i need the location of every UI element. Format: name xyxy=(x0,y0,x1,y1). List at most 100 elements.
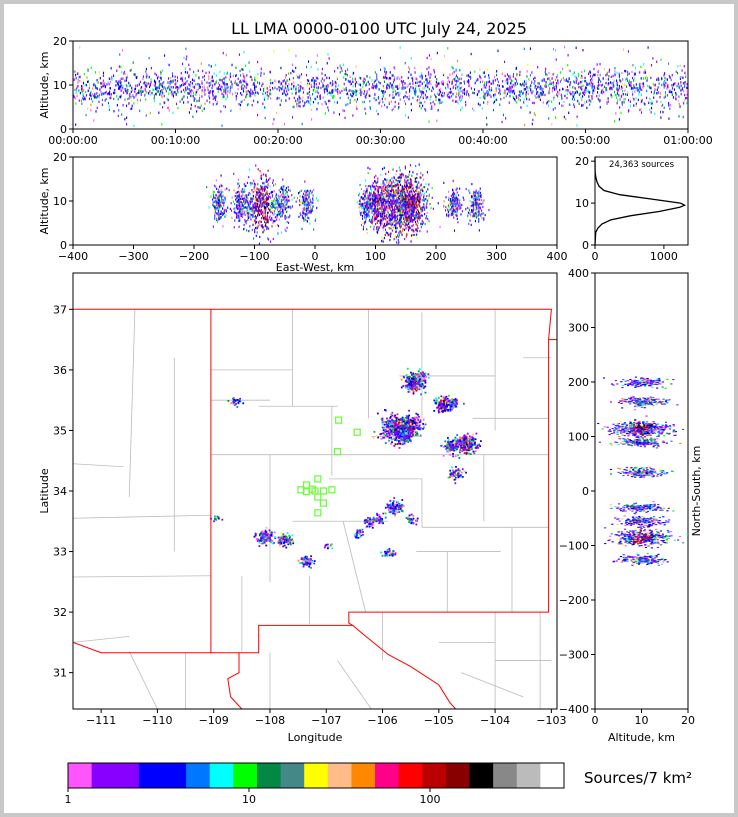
source-point xyxy=(396,199,398,202)
source-point xyxy=(379,200,381,204)
source-point xyxy=(244,185,246,188)
source-point xyxy=(262,204,264,208)
source-point xyxy=(300,214,302,217)
source-point xyxy=(459,87,461,90)
source-point xyxy=(423,178,425,181)
source-point xyxy=(474,70,476,73)
source-point xyxy=(104,85,106,89)
source-point xyxy=(362,217,364,220)
source-point xyxy=(415,81,417,85)
source-point xyxy=(420,96,422,99)
source-point xyxy=(495,89,497,93)
source-point xyxy=(578,85,580,89)
source-point xyxy=(259,200,261,203)
source-point xyxy=(359,91,361,95)
source-point xyxy=(384,97,386,101)
source-point xyxy=(324,73,326,77)
source-point xyxy=(392,223,394,226)
source-point xyxy=(550,82,552,85)
source-point xyxy=(375,181,377,184)
source-point xyxy=(623,69,626,73)
source-point xyxy=(460,90,462,93)
source-point xyxy=(376,73,378,76)
source-point xyxy=(277,203,279,206)
source-point xyxy=(237,186,239,189)
source-point xyxy=(295,92,297,95)
source-point xyxy=(649,86,651,90)
source-point xyxy=(122,104,124,107)
source-point xyxy=(77,84,79,88)
source-point xyxy=(169,82,171,85)
time-altitude-ytick-label: 10 xyxy=(53,79,67,92)
source-point xyxy=(388,227,390,230)
source-point xyxy=(380,224,382,227)
source-point xyxy=(250,88,252,92)
source-point xyxy=(639,87,641,90)
source-point xyxy=(220,110,222,113)
source-point xyxy=(335,85,337,88)
source-point xyxy=(630,84,632,88)
source-point xyxy=(614,67,616,70)
source-point xyxy=(189,84,191,87)
source-point xyxy=(386,199,388,202)
source-point xyxy=(543,79,545,82)
source-point xyxy=(175,102,178,106)
source-point xyxy=(77,78,79,82)
source-point xyxy=(422,104,424,108)
source-point xyxy=(176,89,178,92)
source-point xyxy=(81,102,83,105)
source-point xyxy=(199,85,201,89)
source-point xyxy=(382,77,384,80)
source-point xyxy=(291,205,294,208)
source-point xyxy=(468,80,470,83)
source-point xyxy=(188,92,190,95)
source-point xyxy=(234,219,236,222)
source-point xyxy=(392,96,394,100)
source-point xyxy=(650,86,652,90)
source-point xyxy=(484,75,486,78)
source-point xyxy=(237,202,240,205)
source-point xyxy=(240,212,242,215)
source-point xyxy=(181,76,183,80)
source-point xyxy=(618,86,620,90)
source-point xyxy=(246,200,249,203)
source-point xyxy=(218,215,221,218)
source-point xyxy=(279,103,281,107)
source-point xyxy=(548,117,550,120)
source-point xyxy=(298,76,300,79)
source-point xyxy=(360,213,362,217)
source-point xyxy=(242,83,244,86)
source-point xyxy=(390,227,392,230)
source-point xyxy=(570,92,572,96)
source-point xyxy=(448,95,450,98)
source-point xyxy=(220,216,222,219)
source-point xyxy=(160,82,162,86)
source-point xyxy=(101,82,103,85)
source-point xyxy=(384,103,386,107)
source-point xyxy=(374,180,376,183)
source-point xyxy=(291,63,294,66)
source-point xyxy=(109,90,111,93)
source-point xyxy=(255,198,257,202)
source-point xyxy=(468,75,470,78)
source-point xyxy=(386,189,388,193)
source-point xyxy=(305,197,308,200)
source-point xyxy=(401,205,403,208)
source-point xyxy=(431,107,433,110)
source-point xyxy=(189,89,191,93)
source-point xyxy=(469,71,471,74)
source-point xyxy=(188,111,191,114)
source-point xyxy=(392,87,394,91)
source-point xyxy=(285,198,287,202)
source-point xyxy=(98,81,100,84)
source-point xyxy=(381,203,383,206)
source-point xyxy=(552,73,554,76)
source-point xyxy=(409,224,411,227)
source-point xyxy=(133,96,135,99)
source-point xyxy=(220,89,222,92)
source-point xyxy=(287,188,290,192)
source-point xyxy=(366,189,368,192)
source-point xyxy=(278,189,280,192)
source-point xyxy=(650,87,652,90)
source-point xyxy=(125,83,127,87)
